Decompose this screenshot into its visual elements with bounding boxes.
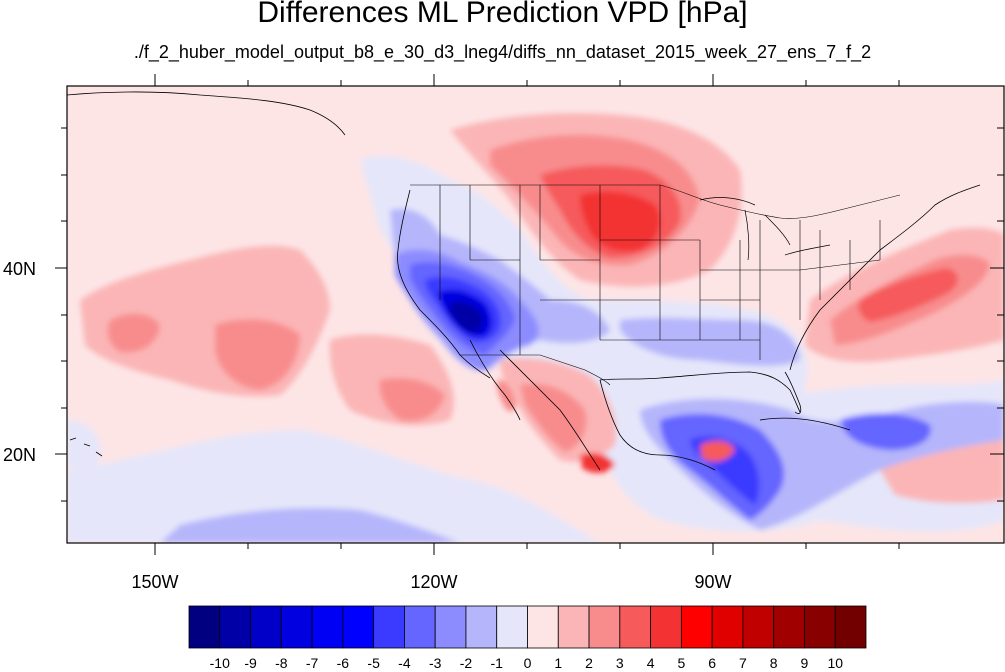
colorbar-swatch <box>404 605 436 649</box>
colorbar-swatch <box>588 605 621 649</box>
colorbar-swatch <box>711 605 744 649</box>
lon-label-150w: 150W <box>131 572 178 592</box>
colorbar-swatch <box>280 605 313 649</box>
contour-red-2-pacific-east <box>379 378 445 422</box>
coast-baja <box>469 339 521 421</box>
lake-huron <box>764 214 791 246</box>
lat-label-40n: 40N <box>3 259 36 279</box>
colorbar-swatch <box>373 605 405 649</box>
state-borders <box>410 184 901 386</box>
contour-blue-light-pacific <box>67 430 600 543</box>
contour-blue-8 <box>450 301 484 333</box>
colorbar-level-label: -1 <box>491 655 504 671</box>
colorbar-level-label: 9 <box>801 655 809 671</box>
lat-minor-ticks <box>61 127 67 502</box>
colorbar-swatch <box>496 605 528 649</box>
colorbar-swatch <box>680 605 713 649</box>
colorbar-level-label: 10 <box>827 655 843 671</box>
contour-red-4-gulf <box>700 440 735 462</box>
map-ticks <box>55 74 1004 555</box>
map-subtitle: ./f_2_huber_model_output_b8_e_30_d3_lneg… <box>133 42 872 62</box>
lake-erie <box>784 244 831 256</box>
contour-blue-atlantic <box>840 413 931 450</box>
colorbar-level-label: -5 <box>367 655 380 671</box>
colorbar-level-label: -7 <box>306 655 319 671</box>
colorbar-swatch <box>619 605 651 649</box>
colorbar-level-label: 5 <box>677 655 685 671</box>
colorbar-swatch <box>834 605 867 649</box>
contour-red-2-pacific-center <box>215 319 300 390</box>
colorbar-swatch <box>650 605 682 649</box>
border-us-mexico <box>460 354 611 386</box>
colorbar-level-label: -9 <box>244 655 257 671</box>
colorbar-level-label: 2 <box>585 655 593 671</box>
colorbar-swatch <box>465 605 498 649</box>
coast-florida <box>784 371 802 414</box>
lake-michigan <box>744 209 750 261</box>
colorbar-swatch <box>250 605 282 649</box>
colorbar-swatch <box>188 605 221 649</box>
coast-cuba <box>759 417 851 431</box>
map-plot-area <box>67 86 1004 543</box>
coast-west-north-america <box>397 189 491 379</box>
colorbar-swatch <box>557 605 590 649</box>
colorbar-swatch <box>219 605 251 649</box>
colorbar <box>188 605 867 649</box>
colorbar-swatch <box>804 605 836 649</box>
colorbar-swatch <box>773 605 805 649</box>
colorbar-level-label: -2 <box>460 655 473 671</box>
colorbar-swatch <box>342 605 375 649</box>
lake-superior <box>699 197 756 206</box>
colorbar-level-label: 7 <box>739 655 747 671</box>
colorbar-level-label: 6 <box>708 655 716 671</box>
lon-label-120w: 120W <box>410 572 457 592</box>
colorbar-level-label: -4 <box>398 655 411 671</box>
coastlines <box>67 91 981 471</box>
colorbar-swatch <box>742 605 775 649</box>
state-lines-east <box>759 220 881 320</box>
contour-blue-mid-pacific <box>160 508 460 543</box>
colorbar-swatch <box>434 605 467 649</box>
contour-blue-mid-east <box>620 317 800 366</box>
coast-mexico-west <box>499 349 601 471</box>
state-lines-west <box>439 185 700 355</box>
colorbar-level-label: 1 <box>554 655 562 671</box>
contour-red-2-mexico <box>520 383 587 452</box>
colorbar-labels: -10 -9 -8 -7 -6 -5 -4 -3 -2 -1 0 1 2 3 4 5 6 7 8 9 10 <box>210 655 844 671</box>
colorbar-level-label: 4 <box>647 655 655 671</box>
contour-red-light-caribbean <box>880 440 1004 504</box>
state-lines-central <box>600 240 800 360</box>
lat-right-ticks <box>990 127 1004 502</box>
lon-minor-ticks <box>247 80 900 549</box>
colorbar-level-label: -3 <box>429 655 442 671</box>
colorbar-swatch <box>527 605 559 649</box>
colorbar-level-label: 8 <box>770 655 778 671</box>
contour-red-4-mexico <box>580 453 615 473</box>
lat-label-20n: 20N <box>3 445 36 465</box>
map-title: Differences ML Prediction VPD [hPa] <box>257 0 748 29</box>
coast-mexico-east <box>599 379 716 471</box>
contour-red-2-pacific-west <box>107 313 160 353</box>
colorbar-level-label: -10 <box>210 655 230 671</box>
coast-hawaii <box>69 437 103 457</box>
border-canada-us <box>410 184 901 219</box>
great-lakes <box>699 197 831 261</box>
lon-major-ticks <box>154 74 714 555</box>
colorbar-swatch <box>311 605 344 649</box>
coast-alaska <box>67 91 346 136</box>
lon-label-90w: 90W <box>694 572 731 592</box>
coast-gulf-of-mexico <box>599 371 801 413</box>
lat-major-ticks <box>55 267 67 455</box>
colorbar-level-label: -6 <box>337 655 350 671</box>
colorbar-level-label: -8 <box>275 655 288 671</box>
colorbar-level-label: 3 <box>616 655 624 671</box>
contour-red-3-atlantic <box>858 268 958 322</box>
contour-fields <box>67 113 1004 543</box>
colorbar-level-label: 0 <box>524 655 532 671</box>
